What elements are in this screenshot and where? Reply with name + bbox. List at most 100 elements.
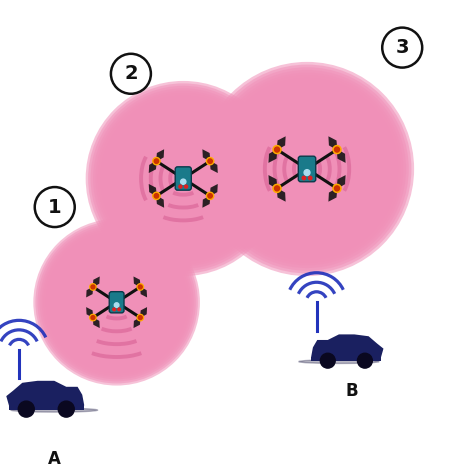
Polygon shape <box>93 277 100 288</box>
Circle shape <box>207 158 214 165</box>
Circle shape <box>89 275 144 329</box>
Circle shape <box>77 263 156 342</box>
Circle shape <box>333 184 341 192</box>
Circle shape <box>54 240 179 365</box>
Ellipse shape <box>299 360 379 364</box>
Circle shape <box>210 73 403 266</box>
Polygon shape <box>277 188 286 202</box>
Text: 1: 1 <box>48 198 61 217</box>
Circle shape <box>111 54 151 94</box>
Polygon shape <box>337 175 346 189</box>
Polygon shape <box>311 357 381 361</box>
Circle shape <box>259 121 355 217</box>
Circle shape <box>205 67 409 271</box>
Circle shape <box>208 70 406 268</box>
Circle shape <box>153 158 160 165</box>
Circle shape <box>320 353 335 368</box>
Circle shape <box>114 303 119 307</box>
Circle shape <box>153 192 160 199</box>
Circle shape <box>267 129 347 209</box>
Circle shape <box>38 223 196 381</box>
Text: B: B <box>346 382 358 400</box>
Circle shape <box>105 100 261 257</box>
Circle shape <box>91 285 95 289</box>
Circle shape <box>240 102 374 236</box>
Circle shape <box>246 108 368 230</box>
Circle shape <box>91 316 95 319</box>
Polygon shape <box>86 307 93 318</box>
Circle shape <box>224 86 390 252</box>
Polygon shape <box>133 317 140 328</box>
Polygon shape <box>268 149 278 163</box>
Polygon shape <box>93 317 100 328</box>
Polygon shape <box>6 381 84 406</box>
Circle shape <box>264 126 350 212</box>
Circle shape <box>127 122 239 235</box>
Circle shape <box>112 108 254 249</box>
Circle shape <box>147 142 220 215</box>
Polygon shape <box>133 277 140 288</box>
Circle shape <box>139 316 142 319</box>
FancyBboxPatch shape <box>175 167 191 190</box>
Circle shape <box>151 147 215 210</box>
Circle shape <box>33 219 200 386</box>
Circle shape <box>200 62 414 276</box>
Circle shape <box>144 139 222 218</box>
Circle shape <box>75 261 158 344</box>
Circle shape <box>134 129 232 228</box>
Circle shape <box>208 159 212 163</box>
Circle shape <box>113 308 116 311</box>
Polygon shape <box>140 307 147 318</box>
Circle shape <box>221 83 393 255</box>
Circle shape <box>62 248 171 357</box>
Ellipse shape <box>11 408 98 412</box>
Circle shape <box>132 127 235 230</box>
Text: A: A <box>48 450 61 468</box>
Circle shape <box>248 110 366 228</box>
Polygon shape <box>140 287 147 298</box>
Polygon shape <box>268 175 278 189</box>
Circle shape <box>88 83 278 274</box>
Circle shape <box>357 353 372 368</box>
Circle shape <box>129 125 237 232</box>
Circle shape <box>275 186 279 191</box>
Circle shape <box>90 86 276 271</box>
Polygon shape <box>149 160 157 173</box>
Circle shape <box>90 314 96 321</box>
Circle shape <box>273 184 281 192</box>
Circle shape <box>180 179 186 184</box>
Circle shape <box>125 120 242 237</box>
Circle shape <box>216 78 398 260</box>
Circle shape <box>52 238 181 367</box>
Circle shape <box>42 227 191 377</box>
Circle shape <box>67 252 167 352</box>
Polygon shape <box>156 195 164 208</box>
Text: 2: 2 <box>124 64 138 83</box>
Circle shape <box>79 265 154 340</box>
Circle shape <box>213 75 401 263</box>
Circle shape <box>253 116 361 223</box>
Polygon shape <box>328 136 337 150</box>
Circle shape <box>232 94 382 244</box>
Circle shape <box>56 242 177 363</box>
Circle shape <box>35 221 198 384</box>
Circle shape <box>88 273 146 331</box>
Circle shape <box>71 257 162 348</box>
Circle shape <box>137 132 229 225</box>
Circle shape <box>65 250 169 354</box>
Circle shape <box>142 137 225 220</box>
Circle shape <box>273 146 281 154</box>
Circle shape <box>137 314 143 321</box>
Circle shape <box>58 401 74 417</box>
Circle shape <box>100 96 266 261</box>
Circle shape <box>137 284 143 290</box>
Circle shape <box>302 176 306 180</box>
Circle shape <box>60 246 173 358</box>
Circle shape <box>218 80 396 258</box>
Circle shape <box>179 185 182 188</box>
Circle shape <box>149 144 218 213</box>
Circle shape <box>238 99 377 238</box>
Circle shape <box>86 81 281 276</box>
Polygon shape <box>86 287 93 298</box>
Circle shape <box>154 159 159 163</box>
